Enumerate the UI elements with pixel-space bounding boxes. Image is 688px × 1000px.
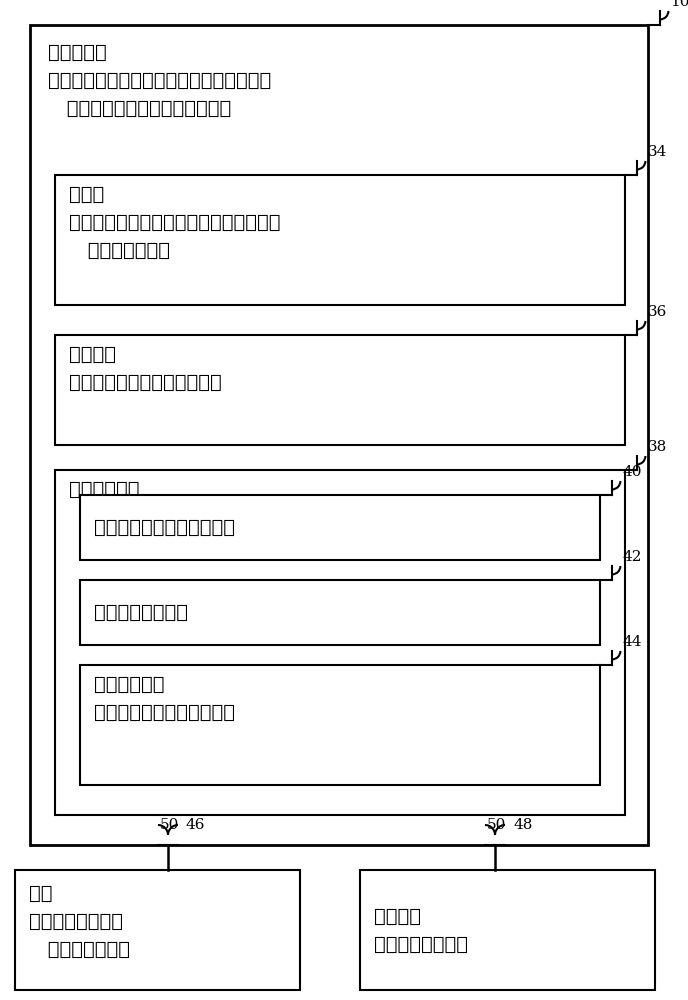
Bar	[360, 870, 655, 990]
Text: 附件
（例如头戴式耳机
   音频视频设备）: 附件 （例如头戴式耳机 音频视频设备）	[29, 884, 130, 959]
Text: 存储器
（例如，硬盘、非易失性存储器、易失性
   存储器、等等）: 存储器 （例如，硬盘、非易失性存储器、易失性 存储器、等等）	[69, 185, 281, 260]
Text: 计算设备
（例如媒体主机）: 计算设备 （例如媒体主机）	[374, 906, 468, 954]
Bar	[55, 175, 625, 305]
Text: 36: 36	[647, 305, 667, 319]
Text: 42: 42	[623, 550, 642, 564]
Bar	[80, 665, 600, 785]
Text: 便携式设备
（例如手持式媒体播放器、移动电话、个人
   数字助理、或其它手持式设备）: 便携式设备 （例如手持式媒体播放器、移动电话、个人 数字助理、或其它手持式设备）	[48, 43, 271, 118]
Text: 输入输出设备: 输入输出设备	[69, 480, 140, 499]
Text: 40: 40	[623, 465, 642, 479]
Bar	[30, 25, 648, 845]
Bar	[80, 580, 600, 645]
Bar	[80, 495, 600, 560]
Text: 46: 46	[186, 818, 206, 832]
Text: 处理电路
（例如基于微处理器的电路）: 处理电路 （例如基于微处理器的电路）	[69, 345, 222, 392]
Text: 50: 50	[160, 818, 180, 832]
Text: 38: 38	[647, 440, 667, 454]
Text: 44: 44	[623, 635, 642, 649]
Text: 显示器和音频设备: 显示器和音频设备	[94, 603, 188, 622]
Bar	[55, 470, 625, 815]
Text: 用户输入设备（例如按钮）: 用户输入设备（例如按钮）	[94, 518, 235, 537]
Text: 50: 50	[487, 818, 506, 832]
Text: 无线通信设备
（例如收发器电路、天线）: 无线通信设备 （例如收发器电路、天线）	[94, 675, 235, 722]
Text: 34: 34	[647, 145, 667, 159]
Bar	[55, 335, 625, 445]
Text: 10: 10	[670, 0, 688, 9]
Text: 48: 48	[513, 818, 533, 832]
Bar	[15, 870, 300, 990]
